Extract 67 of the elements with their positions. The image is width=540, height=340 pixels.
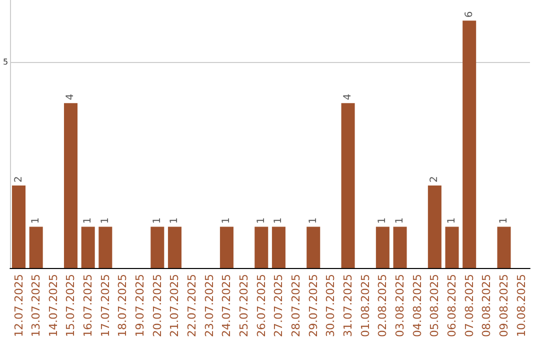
data-label: 1 [82, 217, 94, 224]
y-tick-label: 5 [2, 57, 8, 66]
x-tick-label: 27.07.2025 [272, 274, 286, 338]
x-tick-label: 14.07.2025 [46, 274, 60, 338]
data-label: 1 [100, 217, 111, 224]
x-tick-label: 30.07.2025 [324, 274, 338, 338]
bar [445, 226, 459, 268]
x-tick-label: 09.08.2025 [498, 274, 511, 338]
bar [81, 226, 95, 268]
data-label: 1 [308, 217, 319, 224]
bar [29, 226, 43, 268]
x-tick-label: 07.08.2025 [462, 274, 476, 338]
x-tick-label: 18.07.2025 [116, 274, 130, 338]
x-tick-label: 26.07.2025 [254, 274, 268, 338]
bar [393, 226, 407, 268]
x-tick-label: 22.07.2025 [186, 274, 199, 338]
x-tick-label: 12.07.2025 [12, 274, 26, 338]
x-tick-label: 21.07.2025 [168, 274, 182, 338]
x-tick-label: 23.07.2025 [202, 274, 216, 338]
bar [341, 103, 355, 268]
data-label: 4 [65, 94, 76, 100]
data-label: 1 [152, 217, 163, 224]
data-label: 1 [394, 217, 406, 224]
bar [64, 103, 78, 268]
x-tick-label: 15.07.2025 [64, 274, 78, 338]
data-label: 1 [498, 217, 510, 224]
x-tick-label: 28.07.2025 [290, 274, 303, 338]
x-tick-label: 25.07.2025 [238, 274, 251, 338]
data-label: 2 [429, 176, 440, 183]
bar [462, 20, 476, 268]
data-label: 1 [446, 217, 458, 224]
x-tick-label: 04.08.2025 [410, 274, 424, 338]
bar [254, 226, 268, 268]
bar [150, 226, 164, 268]
data-label: 1 [30, 217, 42, 224]
data-label: 2 [13, 176, 24, 183]
bar [12, 186, 26, 268]
x-tick-label: 13.07.2025 [30, 274, 43, 338]
data-label: 1 [273, 217, 284, 224]
bar [497, 226, 511, 268]
x-tick-label: 17.07.2025 [98, 274, 112, 338]
x-tick-label: 19.07.2025 [134, 274, 147, 338]
x-tick-label: 16.07.2025 [82, 274, 95, 338]
x-tick-label: 29.07.2025 [306, 274, 320, 338]
bar [272, 226, 286, 268]
x-tick-label: 20.07.2025 [150, 274, 164, 338]
data-label: 6 [464, 11, 475, 18]
data-label: 1 [169, 217, 180, 224]
x-tick-label: 06.08.2025 [446, 274, 459, 338]
data-label: 1 [377, 217, 388, 224]
x-tick-label: 01.08.2025 [358, 274, 372, 338]
x-tick-label: 05.08.2025 [428, 274, 442, 338]
bar [376, 226, 390, 268]
bar [220, 226, 234, 268]
bar [98, 226, 112, 268]
x-tick-label: 31.07.2025 [342, 274, 355, 338]
x-tick-label: 10.08.2025 [514, 274, 528, 338]
bar [306, 226, 320, 268]
bar [168, 226, 182, 268]
x-tick-label: 02.08.2025 [376, 274, 390, 338]
x-tick-label: 08.08.2025 [480, 274, 494, 338]
x-tick-label: 03.08.2025 [394, 274, 407, 338]
bar [428, 186, 442, 268]
x-tick-label: 24.07.2025 [220, 274, 234, 338]
data-label: 4 [342, 94, 354, 100]
data-label: 1 [221, 217, 232, 224]
data-label: 1 [256, 217, 267, 224]
